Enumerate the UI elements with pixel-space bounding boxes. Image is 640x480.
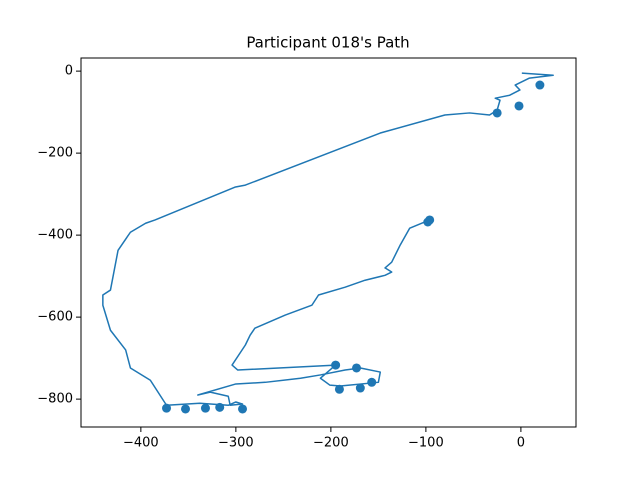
point <box>181 404 191 414</box>
x-tick-label: 0 <box>517 436 525 451</box>
point <box>352 363 362 373</box>
point <box>331 360 341 370</box>
y-tick-label: −600 <box>37 310 73 325</box>
point <box>334 384 344 394</box>
y-tick-label: 0 <box>65 64 73 79</box>
path-line <box>102 72 554 407</box>
y-tick-label: −800 <box>37 392 73 407</box>
point <box>367 377 377 387</box>
plot-frame <box>80 57 577 428</box>
y-tick-label: −400 <box>37 228 73 243</box>
point <box>492 108 502 118</box>
chart-title: Participant 018's Path <box>246 34 409 52</box>
point <box>535 80 545 90</box>
point <box>238 404 248 414</box>
x-tick-label: −300 <box>218 436 254 451</box>
x-tick-label: −100 <box>408 436 444 451</box>
point <box>215 402 225 412</box>
point <box>200 403 210 413</box>
y-tick-label: −200 <box>37 146 73 161</box>
point <box>514 101 524 111</box>
point <box>162 403 172 413</box>
x-tick-label: −200 <box>313 436 349 451</box>
point <box>355 383 365 393</box>
x-tick-label: −400 <box>123 436 159 451</box>
point <box>423 217 433 227</box>
